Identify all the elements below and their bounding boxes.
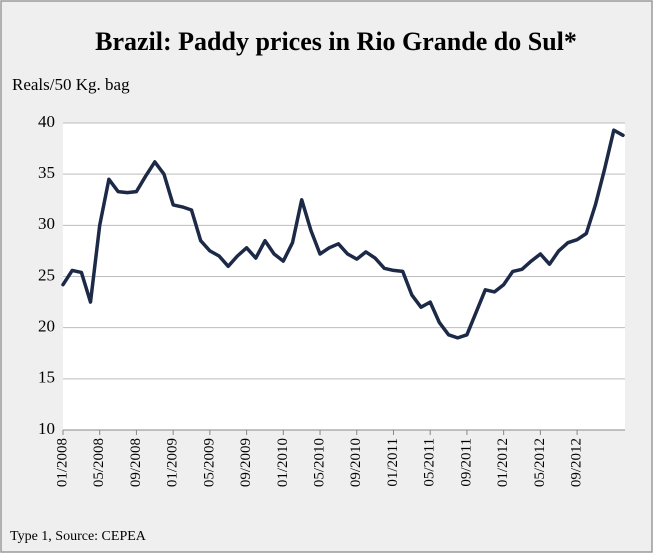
x-tick-label: 05/2008 bbox=[91, 438, 107, 487]
x-tick-label: 09/2009 bbox=[238, 438, 254, 487]
x-tick-label: 09/2012 bbox=[569, 438, 585, 487]
price-line bbox=[61, 128, 625, 340]
y-tick-label: 40 bbox=[38, 112, 55, 131]
x-tick-label: 01/2011 bbox=[385, 438, 401, 487]
y-tick-label: 15 bbox=[38, 368, 55, 387]
x-tick-label: 09/2010 bbox=[348, 438, 364, 487]
axis-unit: Reals/50 Kg. bag bbox=[12, 75, 130, 94]
x-tick-label: 09/2008 bbox=[128, 438, 144, 487]
x-tick-label: 05/2011 bbox=[422, 438, 438, 487]
x-tick-label: 01/2010 bbox=[275, 438, 291, 487]
y-tick-label: 35 bbox=[38, 163, 55, 182]
chart-title: Brazil: Paddy prices in Rio Grande do Su… bbox=[95, 27, 577, 56]
y-tick-label: 30 bbox=[38, 214, 55, 233]
y-tick-label: 25 bbox=[38, 265, 55, 284]
x-tick-label: 05/2010 bbox=[311, 438, 327, 487]
x-tick-label: 01/2009 bbox=[165, 438, 181, 487]
x-tick-label: 01/2012 bbox=[495, 438, 511, 487]
source-note: Type 1, Source: CEPEA bbox=[10, 529, 147, 544]
x-tick-label: 09/2011 bbox=[458, 438, 474, 487]
y-tick-label: 10 bbox=[38, 419, 55, 438]
y-tick-label: 20 bbox=[38, 317, 55, 336]
x-tick-label: 01/2008 bbox=[54, 438, 70, 487]
x-tick-label: 05/2009 bbox=[201, 438, 217, 487]
x-tick-label: 05/2012 bbox=[532, 438, 548, 487]
